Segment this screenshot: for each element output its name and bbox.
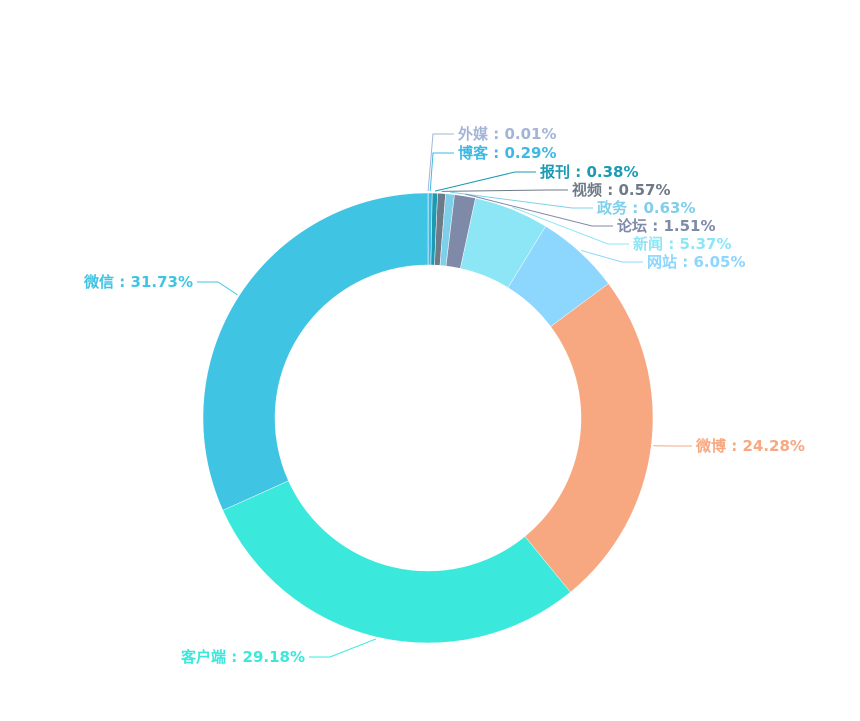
category-name: 视频 bbox=[572, 181, 602, 199]
pie-slice bbox=[202, 192, 429, 511]
category-name: 微博 bbox=[695, 437, 726, 455]
category-name: 论坛 bbox=[617, 217, 647, 235]
value-label: 29.18% bbox=[243, 648, 305, 666]
slice-label: 政务 : 0.63% bbox=[597, 199, 696, 217]
category-name: 外媒 bbox=[457, 125, 489, 143]
label-line bbox=[434, 171, 536, 192]
pie-slice bbox=[222, 480, 571, 644]
value-label: 24.28% bbox=[742, 437, 804, 455]
value-label: 0.29% bbox=[504, 144, 556, 162]
slice-label: 论坛 : 1.51% bbox=[617, 217, 716, 235]
label-line bbox=[512, 206, 629, 245]
slice-label: 微信 : 31.73% bbox=[83, 273, 193, 291]
category-name: 博客 bbox=[458, 144, 489, 162]
separator: : bbox=[663, 235, 679, 253]
slice-label: 视频 : 0.57% bbox=[572, 181, 671, 199]
separator: : bbox=[570, 163, 586, 181]
category-name: 政务 bbox=[597, 199, 628, 217]
label-line bbox=[581, 249, 643, 263]
category-name: 网站 bbox=[647, 253, 677, 271]
slice-label: 网站 : 6.05% bbox=[647, 253, 746, 271]
pie-slice bbox=[524, 283, 654, 593]
category-name: 新闻 bbox=[633, 235, 663, 253]
separator: : bbox=[677, 253, 693, 271]
value-label: 5.37% bbox=[679, 235, 731, 253]
separator: : bbox=[627, 199, 643, 217]
value-label: 0.57% bbox=[618, 181, 670, 199]
separator: : bbox=[488, 144, 504, 162]
label-line bbox=[429, 152, 454, 192]
label-line bbox=[450, 191, 593, 209]
label-line bbox=[427, 133, 454, 192]
separator: : bbox=[488, 125, 504, 143]
slice-label: 博客 : 0.29% bbox=[458, 144, 557, 162]
slice-label: 外媒 : 0.01% bbox=[457, 125, 557, 143]
slice-label: 报刊 : 0.38% bbox=[540, 163, 639, 181]
separator: : bbox=[602, 181, 618, 199]
label-line bbox=[309, 638, 377, 658]
separator: : bbox=[226, 648, 242, 666]
category-name: 客户端 bbox=[180, 648, 226, 666]
category-name: 报刊 bbox=[540, 163, 570, 181]
separator: : bbox=[726, 437, 742, 455]
separator: : bbox=[114, 273, 130, 291]
slice-label: 客户端 : 29.18% bbox=[180, 648, 305, 666]
category-name: 微信 bbox=[83, 273, 114, 291]
label-line bbox=[441, 189, 568, 192]
value-label: 6.05% bbox=[693, 253, 745, 271]
label-line bbox=[465, 193, 613, 227]
value-label: 0.63% bbox=[643, 199, 695, 217]
separator: : bbox=[647, 217, 663, 235]
slice-label: 新闻 : 5.37% bbox=[633, 235, 732, 253]
value-label: 31.73% bbox=[131, 273, 193, 291]
value-label: 1.51% bbox=[663, 217, 715, 235]
slice-label: 微博 : 24.28% bbox=[695, 437, 805, 455]
value-label: 0.01% bbox=[504, 125, 556, 143]
label-line bbox=[197, 281, 238, 296]
value-label: 0.38% bbox=[586, 163, 638, 181]
